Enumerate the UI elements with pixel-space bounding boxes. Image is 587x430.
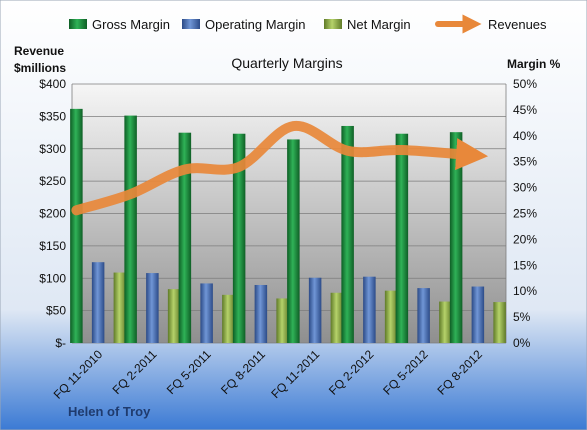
left-tick-label: $400 <box>39 77 66 91</box>
left-axis-title-line1: Revenue <box>14 44 64 58</box>
net-margin-bar <box>384 290 398 343</box>
left-tick-label: $100 <box>39 271 66 285</box>
gross-margin-bar <box>232 133 246 343</box>
operating-margin-bar <box>308 277 322 343</box>
right-tick-label: 5% <box>513 310 531 324</box>
left-tick-label: $50 <box>46 304 66 318</box>
left-axis-ticks: $- $50 $100 $150 $200 $250 $300 $350 $400 <box>39 77 66 350</box>
operating-margin-bar <box>200 283 213 343</box>
legend-swatch-net-margin <box>324 19 342 29</box>
gross-margin-bar <box>395 133 409 343</box>
right-axis-title: Margin % <box>507 57 561 71</box>
gross-margin-bar <box>70 108 83 343</box>
bars-layer <box>70 108 506 344</box>
right-tick-label: 45% <box>513 103 537 117</box>
operating-margin-bar <box>471 286 485 343</box>
chart-title: Quarterly Margins <box>231 55 342 71</box>
right-tick-label: 0% <box>513 336 531 350</box>
revenues-line <box>71 121 489 216</box>
left-tick-label: $300 <box>39 142 66 156</box>
operating-margin-bar <box>91 262 105 343</box>
gross-margin-bar <box>449 132 463 343</box>
net-margin-bar <box>222 294 235 343</box>
gross-margin-bar <box>287 139 300 343</box>
net-margin-bar <box>276 298 289 343</box>
net-margin-bar <box>330 292 344 343</box>
right-tick-label: 25% <box>513 207 537 221</box>
gross-margin-bar <box>178 132 192 343</box>
right-tick-label: 30% <box>513 181 537 195</box>
net-margin-bar <box>439 301 452 343</box>
gross-margin-bar <box>124 115 137 344</box>
right-tick-label: 40% <box>513 129 537 143</box>
operating-margin-bar <box>146 273 159 343</box>
right-axis-ticks: 0% 5% 10% 15% 20% 25% 30% 35% 40% 45% 50% <box>513 77 537 350</box>
operating-margin-bar <box>363 276 376 343</box>
right-tick-label: 35% <box>513 155 537 169</box>
right-tick-label: 20% <box>513 232 537 246</box>
net-margin-bar <box>113 272 127 343</box>
left-tick-label: $- <box>55 336 66 350</box>
gross-margin-bar <box>341 125 354 343</box>
operating-margin-bar <box>417 288 430 343</box>
company-name: Helen of Troy <box>68 404 151 419</box>
left-tick-label: $150 <box>39 239 66 253</box>
revenue-line-layer <box>71 121 489 216</box>
operating-margin-bar <box>254 284 268 343</box>
net-margin-bar <box>493 302 506 343</box>
legend-label-revenues: Revenues <box>488 17 547 32</box>
left-tick-label: $250 <box>39 174 66 188</box>
legend-label-operating-margin: Operating Margin <box>205 17 305 32</box>
legend-label-net-margin: Net Margin <box>347 17 411 32</box>
right-tick-label: 10% <box>513 284 537 298</box>
legend-swatch-gross-margin <box>69 19 87 29</box>
legend-swatch-operating-margin <box>182 19 200 29</box>
right-tick-label: 15% <box>513 258 537 272</box>
right-tick-label: 50% <box>513 77 537 91</box>
net-margin-bar <box>167 289 181 343</box>
left-tick-label: $200 <box>39 207 66 221</box>
legend: Gross Margin Operating Margin Net Margin… <box>69 14 547 34</box>
legend-label-gross-margin: Gross Margin <box>92 17 170 32</box>
left-tick-label: $350 <box>39 109 66 123</box>
left-axis-title-line2: $millions <box>14 61 66 75</box>
